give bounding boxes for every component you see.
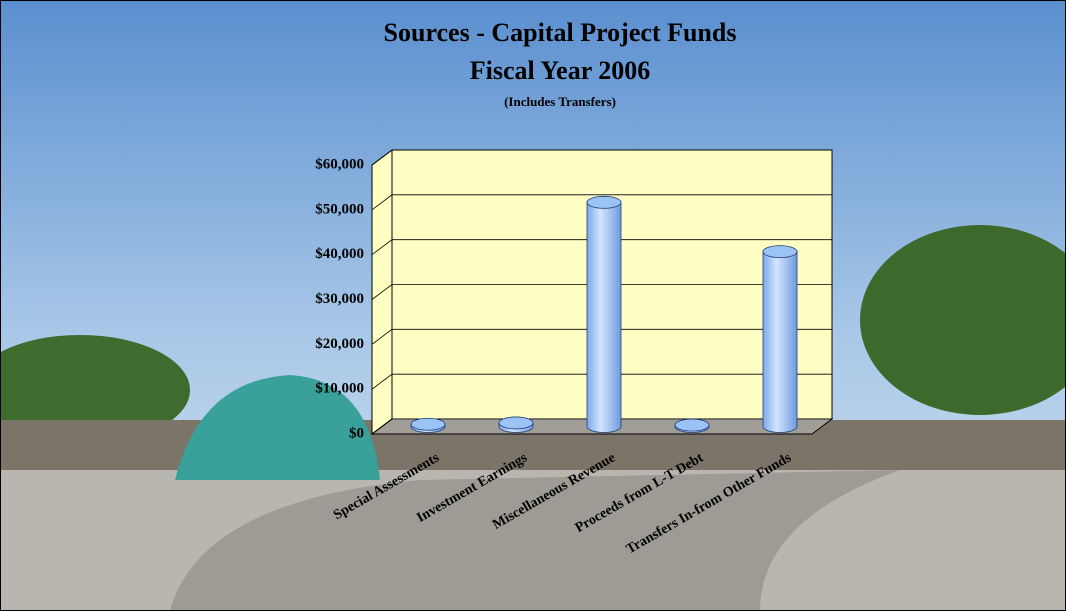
bar-body bbox=[763, 252, 797, 433]
y-tick-label: $40,000 bbox=[315, 246, 364, 262]
bar bbox=[499, 417, 533, 433]
y-tick-label: $60,000 bbox=[315, 156, 364, 172]
bar bbox=[763, 246, 797, 433]
bar-top bbox=[675, 419, 709, 431]
bar bbox=[411, 418, 445, 432]
chart-subtitle: Fiscal Year 2006 bbox=[470, 56, 651, 85]
bar-top bbox=[411, 418, 445, 430]
chart-note: (Includes Transfers) bbox=[504, 94, 616, 109]
page: {"chart_data": {"type": "bar", "title": … bbox=[0, 0, 1066, 611]
y-tick-label: $50,000 bbox=[315, 201, 364, 217]
bar bbox=[675, 419, 709, 432]
chart: Sources - Capital Project Funds Fiscal Y… bbox=[0, 0, 1066, 611]
bar-body bbox=[587, 202, 621, 432]
y-tick-label: $10,000 bbox=[315, 381, 364, 397]
y-tick-label: $30,000 bbox=[315, 291, 364, 307]
bar bbox=[587, 196, 621, 432]
y-tick-label: $0 bbox=[349, 425, 364, 441]
bar-top bbox=[587, 196, 621, 208]
bar-top bbox=[499, 417, 533, 429]
chart-title: Sources - Capital Project Funds bbox=[384, 18, 737, 47]
bar-top bbox=[763, 246, 797, 258]
y-tick-label: $20,000 bbox=[315, 336, 364, 352]
